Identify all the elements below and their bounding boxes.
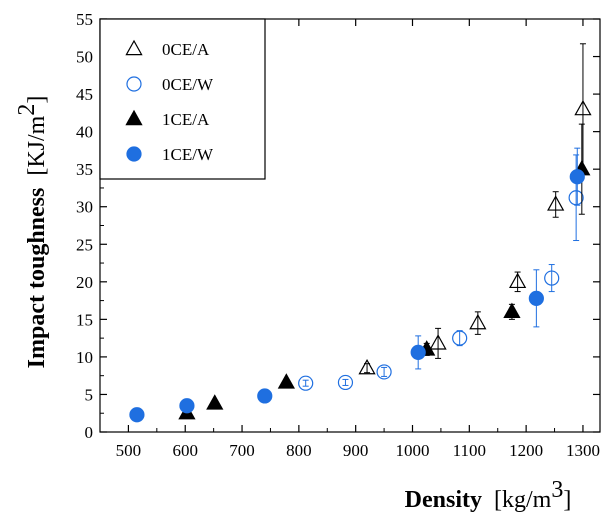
point-0ce-a [358,358,376,375]
x-tick-label: 600 [172,441,198,460]
legend-label-0ce-w: 0CE/W [162,75,214,94]
y-tick-label: 25 [76,235,93,254]
y-tick-label: 20 [76,273,93,292]
x-tick-label: 1100 [453,441,486,460]
point-1ce-w [528,290,544,306]
point-0ce-a [429,334,447,350]
point-0ce-w [544,270,560,286]
point-0ce-a [574,99,592,116]
legend-marker-1ce-a [125,109,143,126]
legend-marker-1ce-w [126,146,142,162]
legend-label-0ce-a: 0CE/A [162,40,210,59]
legend-marker-0ce-w [126,76,142,92]
point-1ce-w [410,344,426,361]
y-tick-label: 35 [76,160,93,179]
y-tick-label: 0 [85,423,94,442]
x-tick-label: 1000 [396,441,430,460]
x-tick-label: 800 [286,441,312,460]
x-tick-label: 1300 [566,441,600,460]
y-tick-label: 15 [76,310,93,329]
legend-marker-0ce-a [125,39,143,56]
legend-label-1ce-a: 1CE/A [162,110,210,129]
x-tick-label: 900 [343,441,369,460]
point-0ce-a [508,272,527,289]
point-1ce-a [503,302,521,319]
y-tick-label: 55 [76,10,93,29]
y-axis-title: Impact toughness [KJ/m2] [14,96,50,369]
point-0ce-a [469,313,487,330]
point-0ce-w [568,190,584,206]
y-tick-label: 5 [85,385,94,404]
point-0ce-a [547,195,565,211]
point-0ce-w [452,330,468,346]
point-1ce-a [277,373,295,389]
y-tick-label: 50 [76,48,93,67]
x-tick-label: 500 [116,441,142,460]
point-0ce-w [376,364,392,380]
y-tick-label: 10 [76,348,93,367]
point-1ce-w [257,388,273,404]
point-0ce-w [337,374,354,391]
x-tick-label: 700 [229,441,255,460]
y-tick-label: 30 [76,198,93,217]
y-tick-label: 40 [76,123,93,142]
point-1ce-w [569,169,585,185]
x-tick-label: 1200 [509,441,543,460]
axes: 500 600 700 800 900 1000 1100 1200 1300 0 5 10 15 20 2… [76,10,601,460]
x-axis-title: Density [kg/m3] [405,477,572,513]
point-1ce-w [179,398,195,414]
point-0ce-w [298,375,314,391]
point-1ce-a [206,394,224,410]
y-tick-label: 45 [76,85,93,104]
plot-area [129,43,592,423]
legend-label-1ce-w: 1CE/W [162,145,214,164]
legend: 0CE/A 0CE/W 1CE/A 1CE/W [99,18,266,180]
point-1ce-w [129,407,145,423]
